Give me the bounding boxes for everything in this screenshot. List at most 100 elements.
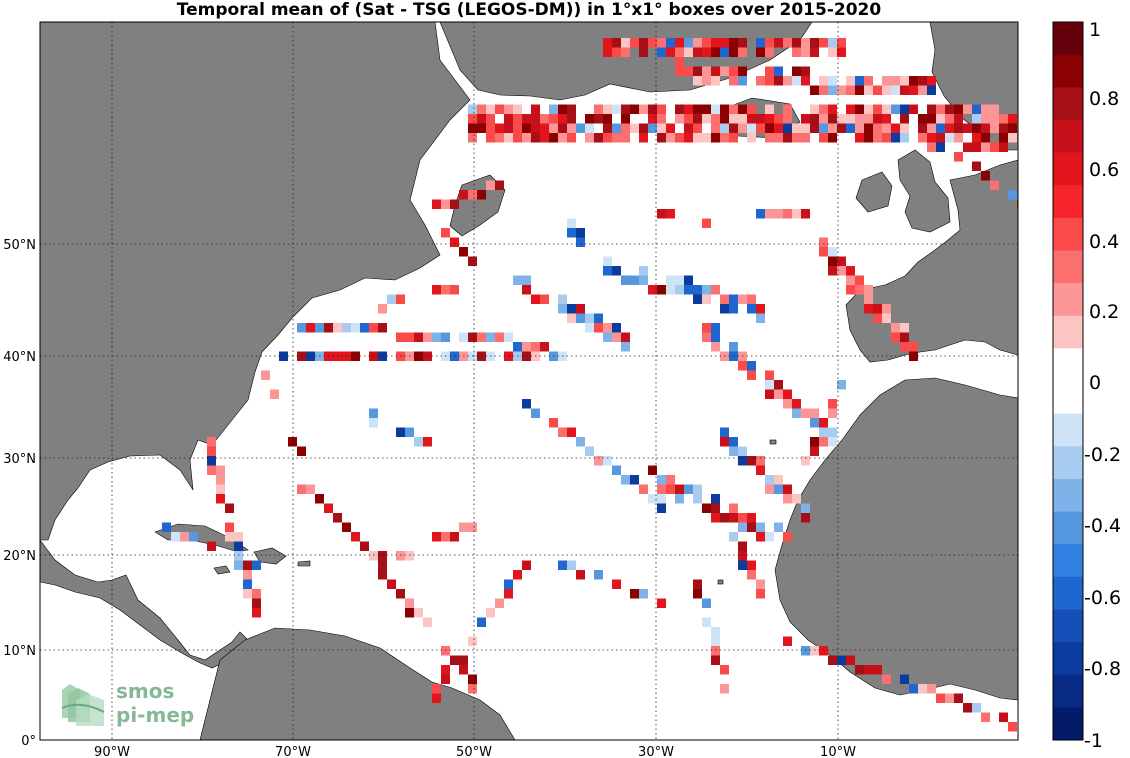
data-cell	[972, 123, 981, 133]
colorbar-band	[1053, 152, 1083, 186]
data-cell	[207, 446, 216, 456]
data-cell	[774, 123, 783, 133]
data-cell	[747, 560, 756, 570]
data-cell	[639, 104, 648, 114]
data-cell	[576, 123, 585, 133]
data-cell	[657, 503, 666, 513]
data-cell	[648, 123, 657, 133]
data-cell	[693, 285, 702, 295]
data-cell	[720, 66, 729, 76]
data-cell	[927, 85, 936, 95]
data-cell	[999, 133, 1008, 143]
cb-tick-1: 1	[1089, 19, 1101, 41]
data-cell	[954, 152, 963, 162]
data-cell	[666, 133, 675, 143]
data-cell	[711, 38, 720, 48]
data-cell	[630, 475, 639, 485]
data-cell	[522, 285, 531, 295]
colorbar-band	[1053, 119, 1083, 154]
lat-tick-50n: 50°N	[3, 238, 36, 253]
data-cell	[756, 114, 765, 124]
data-cell	[675, 285, 684, 295]
colorbar-band	[1053, 250, 1083, 284]
colorbar-band	[1053, 413, 1083, 447]
data-cell	[927, 76, 936, 86]
data-cell	[756, 579, 765, 589]
data-cell	[801, 133, 810, 143]
colorbar-band	[1053, 381, 1083, 415]
data-cell	[639, 38, 648, 48]
data-cell	[612, 266, 621, 276]
colorbar-band	[1053, 185, 1083, 219]
data-cell	[576, 437, 585, 447]
data-cell	[603, 123, 612, 133]
data-cell	[612, 579, 621, 589]
data-cell	[972, 161, 981, 171]
data-cell	[585, 446, 594, 456]
smos-pi-mep-logo: smos pi-mep	[61, 679, 194, 727]
data-cell	[711, 133, 720, 143]
data-cell	[639, 266, 648, 276]
colorbar-band	[1053, 22, 1083, 56]
data-cell	[738, 513, 747, 523]
data-cell	[495, 104, 504, 114]
data-cell	[792, 123, 801, 133]
data-cell	[378, 570, 387, 580]
data-cell	[675, 494, 684, 504]
data-cell	[855, 275, 864, 285]
data-cell	[882, 133, 891, 143]
map-title: Temporal mean of (Sat - TSG (LEGOS-DM)) …	[176, 0, 882, 20]
data-cell	[828, 85, 837, 95]
data-cell	[711, 655, 720, 665]
data-cell	[387, 579, 396, 589]
data-cell	[900, 674, 909, 684]
data-cell	[801, 503, 810, 513]
data-cell	[720, 304, 729, 314]
data-cell	[612, 133, 621, 143]
data-cell	[720, 38, 729, 48]
data-cell	[855, 665, 864, 675]
data-cell	[738, 114, 747, 124]
data-cell	[342, 323, 351, 333]
data-cell	[837, 123, 846, 133]
data-cell	[792, 47, 801, 57]
data-cell	[459, 190, 468, 200]
data-cell	[738, 551, 747, 561]
data-cell	[927, 114, 936, 124]
data-cell	[378, 323, 387, 333]
cb-tick-neg0.2: -0.2	[1084, 444, 1121, 466]
data-cell	[657, 114, 666, 124]
data-cell	[666, 484, 675, 494]
data-cell	[414, 437, 423, 447]
data-cell	[540, 133, 549, 143]
data-cell	[738, 522, 747, 532]
data-cell	[828, 655, 837, 665]
data-cell	[963, 703, 972, 713]
data-cell	[774, 114, 783, 124]
colorbar-ticks: 1 0.8 0.6 0.4 0.2 0 -0.2 -0.4 -0.6 -0.8 …	[1084, 19, 1121, 752]
data-cell	[999, 142, 1008, 152]
colorbar-band	[1053, 576, 1083, 610]
data-cell	[558, 427, 567, 437]
data-cell	[729, 66, 738, 76]
data-cell	[729, 513, 738, 523]
data-cell	[873, 114, 882, 124]
data-cell	[729, 532, 738, 542]
data-cell	[918, 114, 927, 124]
data-cell	[864, 665, 873, 675]
data-cell	[558, 104, 567, 114]
data-cell	[639, 589, 648, 599]
data-cell	[747, 294, 756, 304]
data-cell	[873, 104, 882, 114]
data-cell	[468, 190, 477, 200]
data-cell	[819, 133, 828, 143]
data-cell	[810, 85, 819, 95]
data-cell	[900, 323, 909, 333]
data-cell	[648, 465, 657, 475]
data-cell	[216, 494, 225, 504]
data-cell	[819, 76, 828, 86]
data-cell	[900, 123, 909, 133]
map-border	[39, 21, 1019, 741]
data-cell	[927, 684, 936, 694]
data-cell	[801, 66, 810, 76]
